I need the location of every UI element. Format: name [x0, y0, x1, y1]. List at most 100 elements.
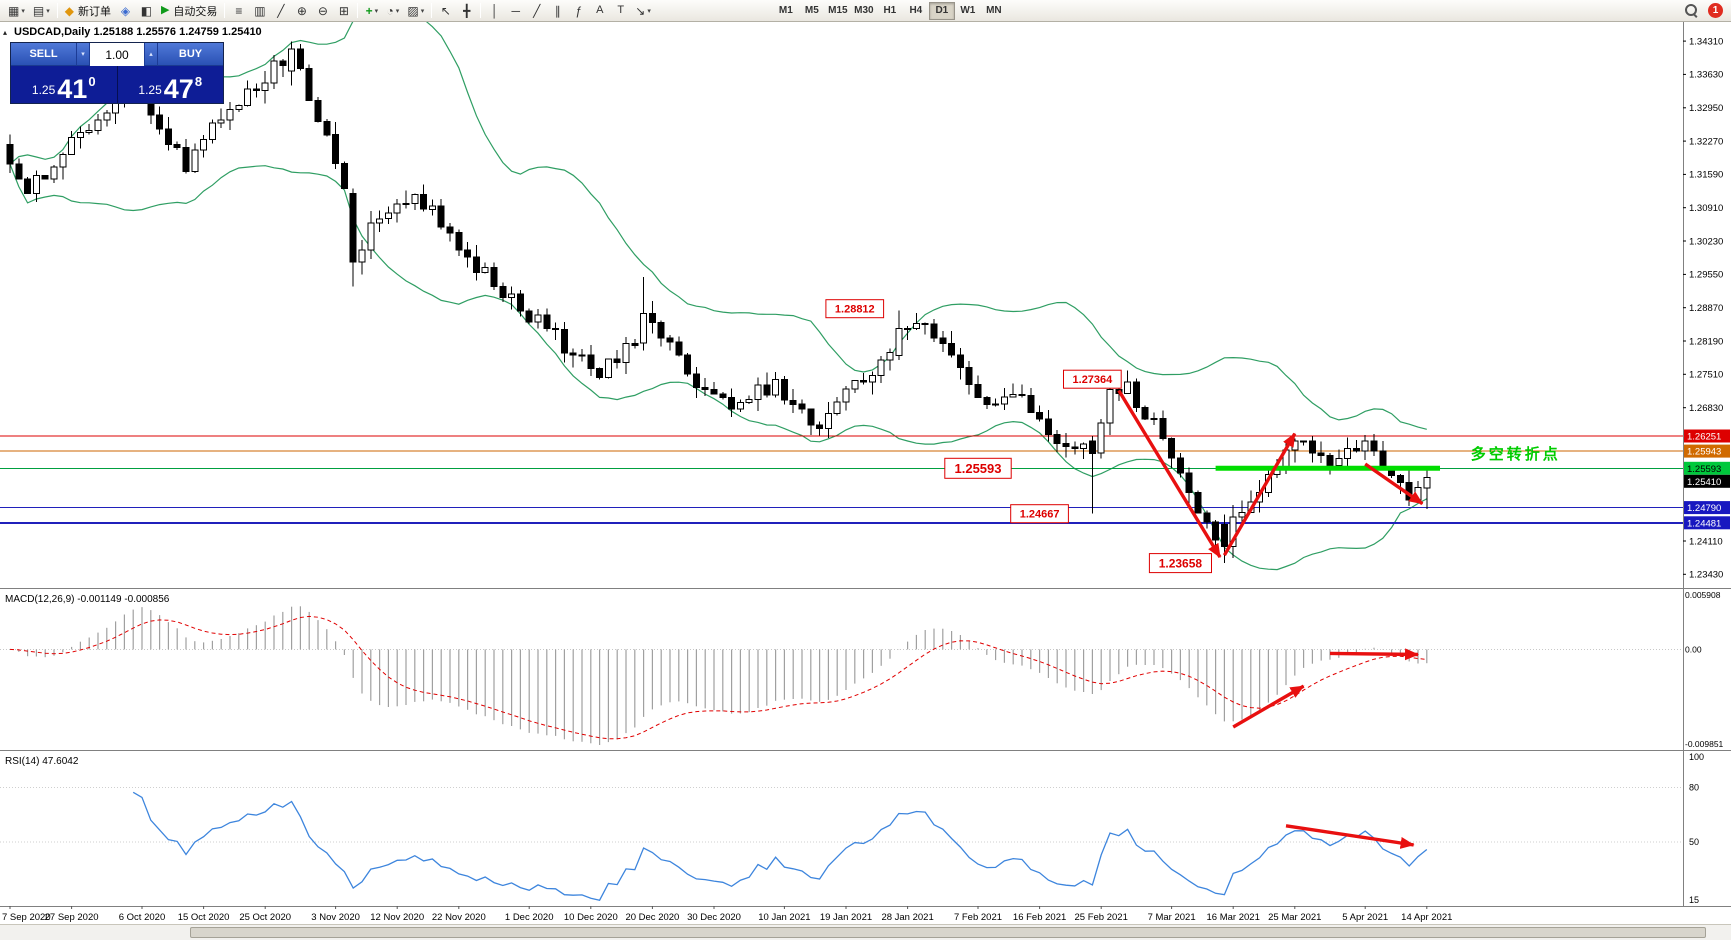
tile-windows-button[interactable]: ⊞ [333, 1, 354, 20]
timeframe-m1-button[interactable]: M1 [773, 2, 799, 20]
timeframe-h4-button[interactable]: H4 [903, 2, 929, 20]
svg-text:100: 100 [1689, 752, 1704, 762]
new-order-icon: ◆ [64, 3, 74, 18]
buy-price-pips: 47 [163, 74, 194, 105]
svg-text:1.23430: 1.23430 [1689, 570, 1723, 581]
line-chart-button[interactable]: ╱ [270, 1, 291, 20]
timeframe-m5-button[interactable]: M5 [799, 2, 825, 20]
svg-text:1.30910: 1.30910 [1689, 203, 1723, 214]
chevron-down-icon: ▾ [395, 7, 400, 15]
svg-text:30 Dec 2020: 30 Dec 2020 [687, 912, 741, 923]
svg-text:1.26830: 1.26830 [1689, 403, 1723, 414]
channel-icon: ∥ [554, 3, 561, 18]
chevron-down-icon: ▾ [374, 7, 379, 15]
svg-text:1.34310: 1.34310 [1689, 36, 1723, 47]
bar-chart-button[interactable]: ≡ [228, 1, 249, 20]
templates-button[interactable]: ▨ ▾ [403, 1, 428, 20]
zoom-in-icon: ⊕ [296, 3, 307, 18]
price-axis[interactable]: 1.34310 1.33630 1.32950 1.32270 1.31590 1.309… [0, 22, 1731, 907]
expert-advisors-button[interactable]: ◈ [115, 1, 136, 20]
text-label-icon: T [617, 4, 625, 16]
periods-button[interactable]: ◔ ▾ [382, 1, 403, 20]
text-tool-button[interactable]: A [589, 1, 610, 20]
chevron-down-icon: ▾ [46, 7, 50, 15]
svg-text:1.25410: 1.25410 [1687, 477, 1721, 488]
svg-text:1.32270: 1.32270 [1689, 136, 1723, 147]
text-label-button[interactable]: T [610, 1, 631, 20]
price-annotations[interactable]: 1.28812 1.27364 1.25593 1.24667 1.23658 多空转折点 [825, 299, 1561, 574]
svg-text:16 Mar 2021: 16 Mar 2021 [1207, 912, 1260, 923]
svg-text:1.31590: 1.31590 [1689, 170, 1723, 181]
chevron-down-icon: ▾ [21, 7, 25, 15]
channel-button[interactable]: ∥ [547, 1, 568, 20]
buy-price-base: 1.25 [138, 83, 162, 97]
zoom-in-button[interactable]: ⊕ [291, 1, 312, 20]
svg-text:1.24667: 1.24667 [1020, 509, 1060, 521]
sell-dropdown-caret[interactable]: ▾ [76, 43, 90, 66]
zoom-out-icon: ⊖ [317, 3, 328, 18]
buy-button[interactable]: BUY [158, 43, 223, 66]
trendline-button[interactable]: ╱ [526, 1, 547, 20]
svg-text:1.25943: 1.25943 [1687, 447, 1721, 458]
chevron-down-icon: ▾ [420, 7, 425, 15]
autotrading-button[interactable]: ▶ 自动交易 [157, 1, 221, 20]
horizontal-line-button[interactable]: ─ [505, 1, 526, 20]
vertical-line-button[interactable]: │ [484, 1, 505, 20]
one-click-collapse-toggle[interactable]: ▴ [3, 28, 8, 37]
new-chart-button[interactable]: ▦ ▾ [4, 1, 29, 20]
buy-dropdown-caret[interactable]: ▴ [144, 43, 158, 66]
bar-chart-icon: ≡ [235, 3, 243, 18]
profiles-button[interactable]: ▤ ▾ [29, 1, 54, 20]
profiles-icon: ▤ [32, 3, 45, 18]
horizontal-scrollbar[interactable] [0, 924, 1731, 940]
lot-size-input[interactable] [90, 43, 144, 66]
text-tool-icon: A [596, 4, 604, 16]
symbol-ohlc-line: USDCAD,Daily 1.25188 1.25576 1.24759 1.2… [14, 26, 262, 38]
cursor-button[interactable]: ↖ [435, 1, 456, 20]
svg-text:22 Nov 2020: 22 Nov 2020 [432, 912, 486, 923]
svg-text:1.25593: 1.25593 [955, 461, 1002, 476]
arrows-tool-button[interactable]: ↘ ▾ [631, 1, 655, 20]
crosshair-button[interactable]: ╋ [456, 1, 477, 20]
zoom-out-button[interactable]: ⊖ [312, 1, 333, 20]
buy-price[interactable]: 1.25 47 8 [118, 66, 224, 103]
new-order-label: 新订单 [77, 5, 111, 18]
timeframe-d1-button[interactable]: D1 [928, 1, 955, 20]
sell-price[interactable]: 1.25 41 0 [11, 66, 118, 103]
macd-label: MACD(12,26,9) -0.001149 -0.000856 [5, 594, 170, 605]
fibonacci-button[interactable]: ƒ [568, 1, 589, 20]
buy-price-point: 8 [194, 74, 203, 89]
timeframe-m15-button[interactable]: M15 [825, 2, 851, 20]
svg-text:1.28870: 1.28870 [1689, 303, 1723, 314]
one-click-trading-panel: SELL ▾ ▴ BUY 1.25 41 0 1.25 47 8 [10, 42, 224, 104]
tile-windows-icon: ⊞ [338, 3, 349, 18]
new-order-button[interactable]: ◆ 新订单 [61, 1, 115, 20]
search-icon[interactable] [1685, 4, 1698, 17]
svg-text:14 Apr 2021: 14 Apr 2021 [1401, 912, 1452, 923]
timeframe-m30-button[interactable]: M30 [851, 2, 877, 20]
timeframe-h1-button[interactable]: H1 [877, 2, 903, 20]
market-watch-button[interactable]: ◧ [136, 1, 157, 20]
trend-arrows[interactable] [1117, 389, 1424, 849]
svg-text:80: 80 [1689, 782, 1699, 792]
svg-text:25 Mar 2021: 25 Mar 2021 [1268, 912, 1321, 923]
svg-text:多空转折点: 多空转折点 [1471, 445, 1561, 463]
horizontal-level-lines[interactable] [0, 435, 1683, 524]
notification-badge[interactable]: 1 [1708, 3, 1723, 18]
svg-text:1.24110: 1.24110 [1689, 536, 1723, 547]
toolbar-separator [480, 3, 482, 18]
svg-text:0.005908: 0.005908 [1685, 590, 1721, 600]
sell-button[interactable]: SELL [11, 43, 76, 66]
indicators-button[interactable]: + ▾ [361, 1, 382, 20]
line-chart-icon: ╱ [277, 3, 285, 18]
candlestick-chart-button[interactable]: ▥ [249, 1, 270, 20]
timeframe-w1-button[interactable]: W1 [955, 2, 981, 20]
timeframe-mn-button[interactable]: MN [981, 2, 1007, 20]
vertical-line-icon: │ [491, 3, 499, 18]
scrollbar-thumb[interactable] [190, 927, 1706, 938]
svg-text:7 Sep 2020: 7 Sep 2020 [2, 912, 51, 923]
horizontal-line-icon: ─ [511, 3, 521, 18]
svg-text:1.27510: 1.27510 [1689, 370, 1723, 381]
